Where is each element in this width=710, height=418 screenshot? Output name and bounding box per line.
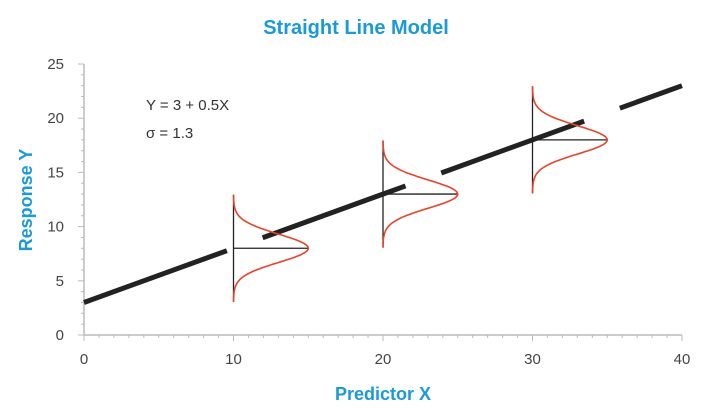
y-tick-label: 15 (47, 164, 64, 181)
x-tick-label: 10 (225, 351, 242, 368)
y-tick-label: 25 (47, 56, 64, 73)
equation-annotation: Y = 3 + 0.5X (146, 97, 229, 114)
distributions (232, 86, 609, 302)
x-tick-label: 0 (80, 351, 88, 368)
y-tick-label: 20 (47, 110, 64, 127)
y-axis-title: Response Y (16, 149, 36, 252)
density-curve (531, 86, 609, 194)
x-tick-label: 30 (524, 351, 541, 368)
x-tick-label: 40 (674, 351, 691, 368)
y-tick-label: 5 (56, 273, 64, 290)
normal-distribution (531, 86, 609, 194)
y-tick-label: 0 (56, 327, 64, 344)
density-curve (232, 194, 310, 302)
x-tick-label: 20 (375, 351, 392, 368)
chart-title: Straight Line Model (263, 17, 449, 39)
x-axis-title: Predictor X (335, 384, 431, 404)
normal-distribution (232, 194, 310, 302)
density-curve (382, 140, 459, 248)
y-tick-label: 10 (47, 219, 64, 236)
normal-distribution (382, 140, 459, 248)
y-axis-ticks: 0 5 10 15 20 25 (47, 56, 84, 344)
sigma-annotation: σ = 1.3 (146, 125, 193, 142)
x-axis-ticks: 0 10 20 30 40 (80, 335, 691, 368)
